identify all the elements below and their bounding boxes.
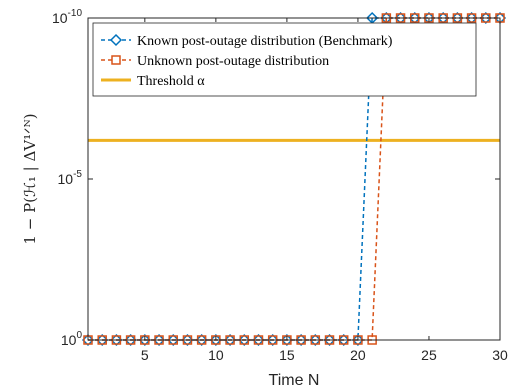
legend-label-known: Known post-outage distribution (Benchmar… xyxy=(137,34,393,49)
y-tick-label: 10-10 xyxy=(52,8,82,26)
x-tick-label: 30 xyxy=(492,347,508,363)
x-tick-label: 10 xyxy=(208,347,224,363)
x-axis-label: Time N xyxy=(269,372,320,389)
y-axis-label: 1 − P(ℋ₁ | ΔV¹ᐟᴺ) xyxy=(21,113,39,244)
legend-marker-unknown xyxy=(111,55,121,65)
y-tick-label: 100 xyxy=(61,330,83,348)
legend-marker-known xyxy=(109,33,123,47)
legend-box xyxy=(92,22,477,97)
x-tick-label: 20 xyxy=(350,347,366,363)
legend: Known post-outage distribution (Benchmar… xyxy=(92,22,477,97)
x-tick-label: 15 xyxy=(279,347,295,363)
y-tick-label: 10-5 xyxy=(58,169,83,187)
legend-label-threshold: Threshold α xyxy=(137,74,205,89)
x-tick-label: 5 xyxy=(141,347,149,363)
x-axis: 5 10 15 20 25 30 xyxy=(141,18,508,363)
y-axis: 100 10-5 10-10 xyxy=(52,8,500,348)
legend-label-unknown: Unknown post-outage distribution xyxy=(137,54,329,69)
x-tick-label: 25 xyxy=(421,347,437,363)
